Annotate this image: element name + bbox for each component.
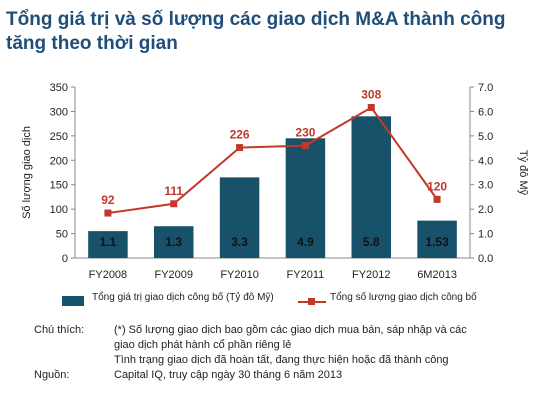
line-marker (367, 104, 375, 112)
line-marker (170, 200, 178, 208)
y-tick-label-right: 1.0 (478, 229, 493, 241)
bar-value-label: 4.9 (297, 235, 314, 249)
x-tick-label: FY2011 (287, 269, 325, 281)
line-series (107, 106, 438, 215)
line-value-label: 230 (295, 126, 315, 140)
line-value-label: 111 (164, 184, 183, 198)
y-tick-label-left: 300 (50, 106, 68, 118)
source-text: Capital IQ, truy cập ngày 30 tháng 6 năm… (114, 369, 343, 381)
y-tick-label-right: 6.0 (478, 106, 493, 118)
x-tick-label: FY2009 (154, 269, 193, 281)
bar (154, 226, 194, 258)
line-marker (104, 209, 112, 217)
chart-title: Tổng giá trị và số lượng các giao dịch M… (6, 8, 546, 56)
y-tick-label-right: 7.0 (478, 82, 493, 94)
chart-notes: Chú thích: (*) Số lượng giao dịch bao gồ… (34, 323, 544, 383)
note-line-3: Tình trạng giao dịch đã hoàn tất, đang t… (114, 354, 449, 366)
title-line-1: Tổng giá trị và số lượng các giao dịch M… (6, 9, 506, 30)
note-line-1: (*) Số lượng giao dịch bao gồm các giao … (114, 324, 467, 336)
legend-line-marker (308, 298, 315, 305)
source-label: Nguồn: (34, 369, 70, 381)
bar (417, 220, 457, 258)
bar (219, 177, 260, 258)
bar (285, 138, 326, 258)
y-tick-label-left: 100 (50, 204, 68, 216)
bar (351, 116, 391, 258)
legend-bar-label: Tổng giá trị giao dịch công bố (Tỷ đô Mỹ… (92, 292, 274, 303)
y-tick-label-right: 0.0 (478, 253, 493, 265)
x-tick-label: FY2010 (220, 269, 259, 281)
y-tick-label-left: 250 (50, 131, 68, 143)
bar-value-label: 1.1 (100, 235, 117, 249)
y-tick-label-left: 0 (62, 253, 68, 265)
bar-value-label: 5.8 (363, 235, 380, 249)
line-marker (301, 142, 309, 150)
line-value-label: 92 (101, 193, 115, 207)
bar (88, 231, 128, 258)
y-tick-label-left: 200 (50, 155, 68, 167)
legend-bar-swatch (62, 296, 84, 306)
y-tick-label-right: 5.0 (478, 131, 493, 143)
y-tick-label-left: 350 (50, 82, 68, 94)
line-marker (433, 195, 441, 203)
y-axis-title-left: Số lượng giao dịch (21, 126, 33, 219)
bar-value-label: 3.3 (231, 235, 248, 249)
legend-line-label: Tổng số lượng giao dịch công bố (330, 292, 477, 303)
line-value-label: 120 (427, 179, 447, 193)
y-tick-label-right: 2.0 (478, 204, 493, 216)
line-value-label: 308 (361, 88, 381, 102)
bar-value-label: 1.53 (425, 235, 449, 249)
y-tick-label-left: 150 (50, 180, 68, 192)
bar-value-label: 1.3 (165, 235, 182, 249)
x-tick-label: FY2012 (352, 269, 391, 281)
line-marker (236, 144, 244, 152)
note-line-2: giao dịch phát hành cổ phần riêng lẻ (114, 339, 292, 351)
y-axis-title-right: Tỷ đô Mỹ (517, 150, 529, 196)
y-tick-label-right: 4.0 (478, 155, 493, 167)
note-label: Chú thích: (34, 324, 85, 336)
line-value-label: 226 (230, 128, 250, 142)
x-tick-label: FY2008 (89, 269, 128, 281)
y-tick-label-right: 3.0 (478, 180, 493, 192)
y-tick-label-left: 50 (56, 229, 68, 241)
title-line-2: tăng theo thời gian (6, 33, 178, 54)
x-tick-label: 6M2013 (417, 269, 457, 281)
